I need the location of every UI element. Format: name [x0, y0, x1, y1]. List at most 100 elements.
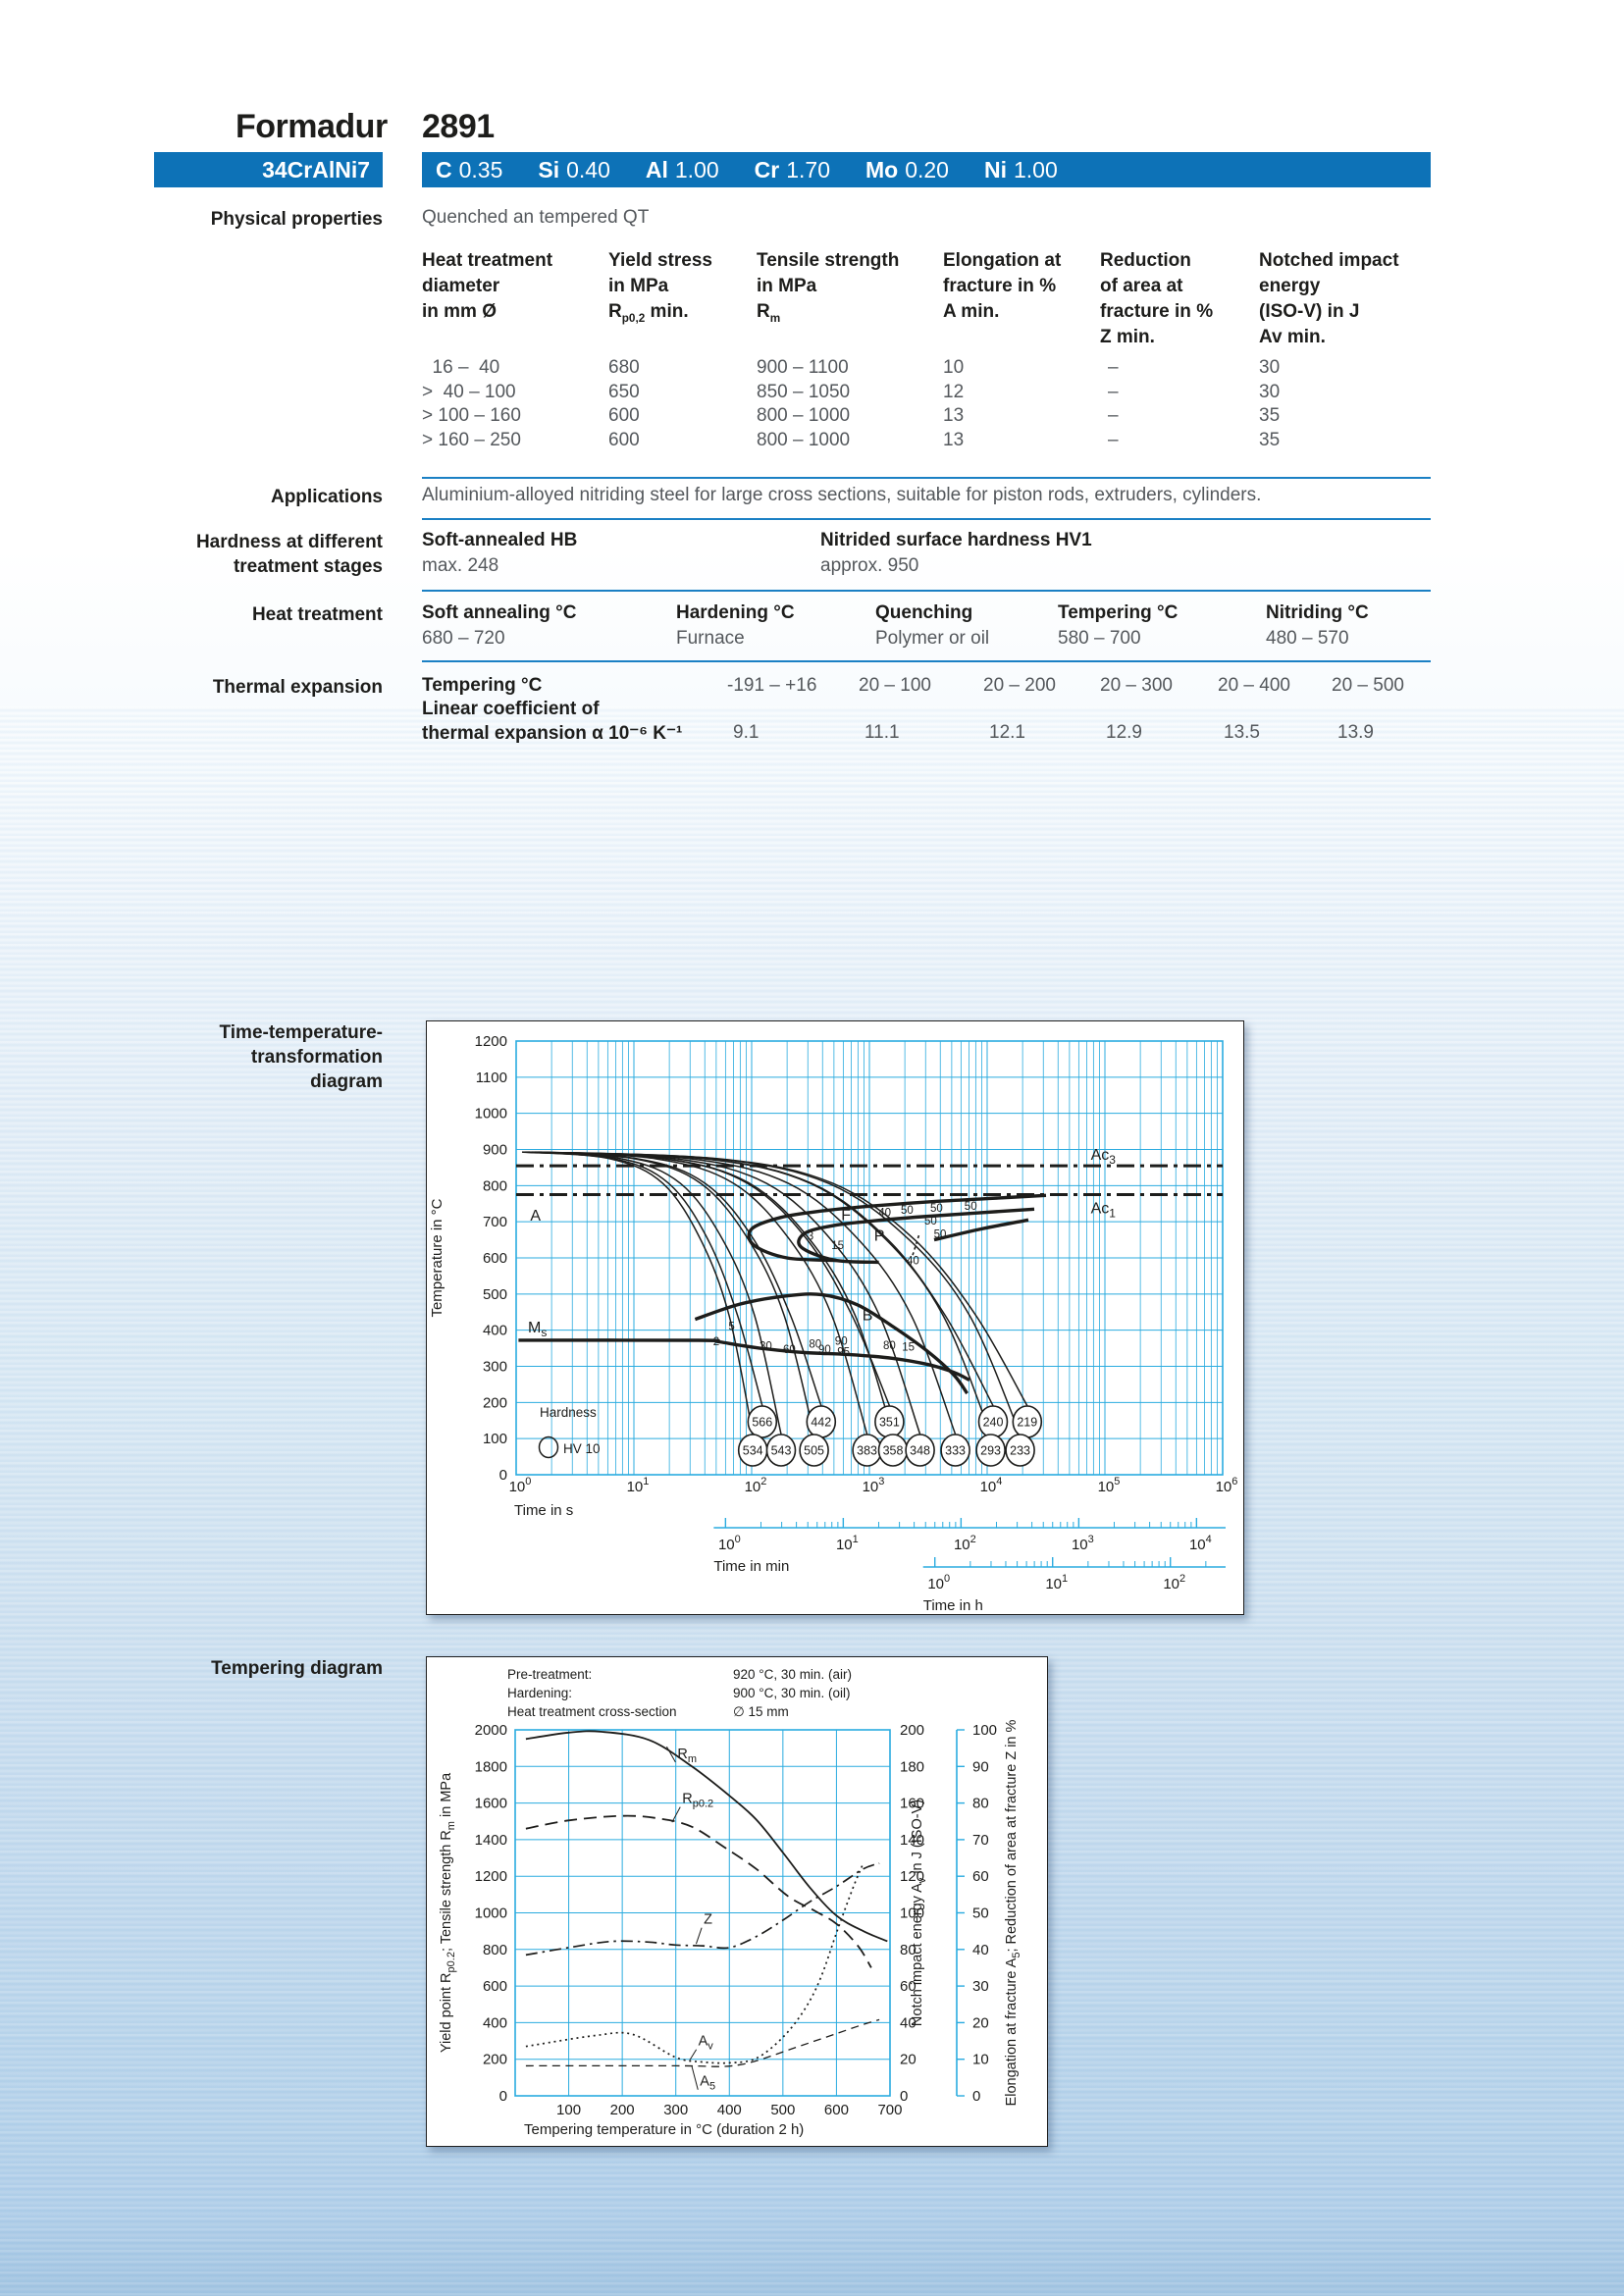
thermal-row3-title: thermal expansion α 10⁻⁶ K⁻¹	[422, 723, 683, 744]
log-tick-label: 104	[1189, 1534, 1212, 1553]
pretreatment-value: 920 °C, 30 min. (air)	[733, 1667, 852, 1682]
percent-label: 40	[907, 1255, 919, 1267]
table-header-cell: in mm Ø	[422, 301, 498, 322]
region-label-P: P	[874, 1227, 885, 1244]
hardness-value: 383	[857, 1444, 877, 1458]
grade-number: 2891	[422, 108, 495, 145]
table-cell: 30	[1259, 357, 1281, 378]
heat-treatment-value: 480 – 570	[1266, 628, 1349, 649]
right1-tick-label: 60	[900, 1978, 917, 1995]
hardness-group-value: approx. 950	[820, 555, 919, 576]
right1-tick-label: 120	[900, 1868, 924, 1885]
table-cell: 35	[1259, 405, 1281, 426]
log-tick-label: 105	[1098, 1476, 1121, 1495]
x-tick-label: 300	[663, 2102, 688, 2118]
section-label-ttt-diagram: Time-temperature-transformation diagram	[219, 1022, 383, 1092]
right2-tick-label: 20	[972, 2014, 989, 2031]
log-tick-label: 100	[927, 1573, 950, 1592]
table-cell: 30	[1259, 381, 1281, 402]
percent-label: 50	[965, 1201, 977, 1213]
y-tick-label: 500	[483, 1286, 507, 1303]
phase-curve	[762, 1346, 970, 1383]
hardness-value: 240	[983, 1416, 1004, 1430]
heat-treatment-title: Tempering °C	[1058, 602, 1179, 623]
thermal-value: 12.1	[989, 722, 1025, 743]
section-divider-rule	[422, 660, 1431, 663]
log-tick-label: 102	[745, 1476, 767, 1495]
pretreatment-label: Heat treatment cross-section	[507, 1704, 677, 1719]
composition-item: Al 1.00	[645, 156, 719, 183]
percent-label: 5	[728, 1322, 734, 1333]
table-header-cell: Tensile strength	[757, 250, 900, 271]
right1-tick-label: 100	[900, 1905, 924, 1922]
right2-tick-label: 100	[972, 1722, 997, 1739]
composition-bar: C 0.35 Si 0.40 Al 1.00 Cr 1.70 Mo 0.20 Ni 1.00	[422, 152, 1431, 187]
table-header-cell: in MPa	[757, 276, 817, 296]
curve-label-leader	[695, 1927, 703, 1945]
table-cell: 900 – 1100	[757, 357, 849, 378]
curve-label-leader	[665, 1746, 676, 1763]
table-cell: 16 – 40	[422, 357, 500, 378]
log-tick-label: 100	[509, 1476, 532, 1495]
curve-label-leader	[671, 1806, 681, 1823]
region-label-B: B	[863, 1307, 873, 1324]
hardness-value: 442	[811, 1416, 831, 1430]
x-tick-label: 400	[717, 2102, 742, 2118]
table-cell: 13	[943, 405, 965, 426]
section-label-physical-properties: Physical properties	[210, 209, 383, 230]
composition-item: Cr 1.70	[754, 156, 830, 183]
axis-title: Notch impact energy Av in J (ISO-V)	[910, 1800, 928, 2026]
percent-label: 50	[924, 1216, 937, 1227]
heat-treatment-title: Quenching	[875, 602, 973, 623]
table-header-cell: diameter	[422, 276, 500, 296]
table-cell: > 40 – 100	[422, 381, 516, 402]
right2-tick-label: 70	[972, 1832, 989, 1849]
table-cell: 680	[608, 357, 640, 378]
table-cell: 13	[943, 429, 965, 450]
composition-item: Si 0.40	[538, 156, 610, 183]
hardness-circle	[765, 1434, 797, 1467]
thermal-value: 9.1	[733, 722, 760, 743]
heat-treatment-title: Soft annealing °C	[422, 602, 577, 623]
thermal-value: 12.9	[1106, 722, 1142, 743]
section-label-thermal-expansion: Thermal expansion	[212, 677, 383, 698]
table-header-cell: Reduction	[1100, 250, 1191, 271]
curve-label: Av	[699, 2034, 714, 2053]
heat-treatment-value: 580 – 700	[1058, 628, 1141, 649]
region-label-F: F	[841, 1208, 851, 1225]
thermal-range: 20 – 100	[859, 675, 931, 696]
table-header-cell: of area at	[1100, 276, 1183, 296]
y-tick-label: 800	[483, 1177, 507, 1194]
table-cell: 800 – 1000	[757, 429, 851, 450]
hardness-group-value: max. 248	[422, 555, 499, 576]
thermal-range: -191 – +16	[727, 675, 817, 696]
percent-label: 3	[808, 1231, 813, 1243]
percent-label: 90	[818, 1344, 831, 1356]
table-cell: –	[1108, 381, 1119, 402]
percent-label: 80	[883, 1340, 896, 1352]
ttt-grid	[515, 1040, 1224, 1476]
thermal-row2-title: Linear coefficient of	[422, 699, 600, 719]
hardness-circle	[799, 1434, 829, 1467]
table-header-cell: A min.	[943, 301, 1000, 322]
table-cell: 800 – 1000	[757, 405, 851, 426]
pretreatment-label: Pre-treatment:	[507, 1667, 592, 1682]
right2-tick-label: 90	[972, 1758, 989, 1775]
percent-label: 50	[930, 1203, 943, 1215]
ac-label: Ac1	[1091, 1201, 1117, 1221]
ac-label: Ac3	[1091, 1147, 1117, 1167]
hardness-value: 358	[883, 1444, 904, 1458]
hardness-value: 219	[1017, 1416, 1037, 1430]
table-header-cell: (ISO-V) in J	[1259, 301, 1360, 322]
phase-curve	[518, 1338, 764, 1351]
right2-tick-label: 60	[972, 1868, 989, 1885]
left-tick-label: 1400	[475, 1832, 507, 1849]
y-tick-label: 300	[483, 1359, 507, 1376]
log-tick-label: 101	[1045, 1573, 1068, 1592]
x-tick-label: 700	[877, 2102, 902, 2118]
hardness-value: 566	[752, 1416, 772, 1430]
percent-label: 50	[901, 1205, 914, 1217]
log-tick-label: 102	[954, 1534, 976, 1553]
series-Z	[525, 1862, 880, 1957]
table-header-cell: in MPa	[608, 276, 669, 296]
